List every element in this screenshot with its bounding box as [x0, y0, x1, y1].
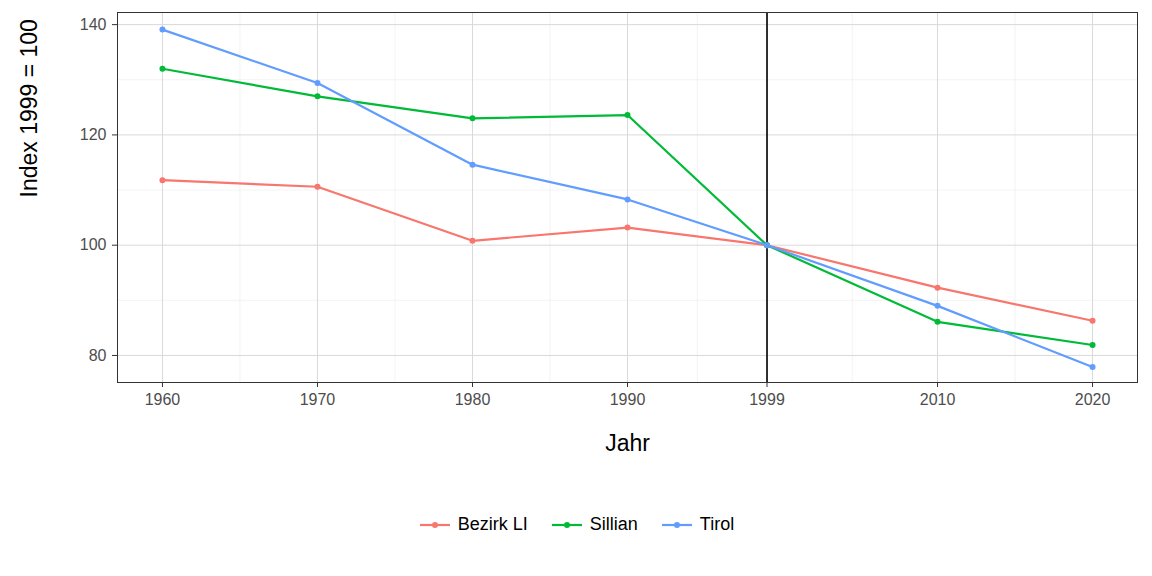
svg-text:1960: 1960: [145, 391, 181, 408]
svg-text:2020: 2020: [1075, 391, 1111, 408]
svg-text:80: 80: [89, 347, 107, 364]
svg-text:100: 100: [80, 236, 107, 253]
svg-text:Jahr: Jahr: [605, 430, 650, 456]
svg-text:2010: 2010: [920, 391, 956, 408]
html-text:Tirol: Tirol: [699, 514, 735, 534]
html-text:Sillian: Sillian: [589, 514, 638, 534]
svg-text:1970: 1970: [300, 391, 336, 408]
svg-text:Index 1999 = 100: Index 1999 = 100: [16, 19, 42, 197]
svg-text:1980: 1980: [455, 391, 491, 408]
svg-text:120: 120: [80, 126, 107, 143]
svg-text:1999: 1999: [749, 391, 785, 408]
svg-text:1990: 1990: [610, 391, 646, 408]
svg-text:140: 140: [80, 16, 107, 33]
html-text:Bezirk LI: Bezirk LI: [457, 514, 528, 534]
